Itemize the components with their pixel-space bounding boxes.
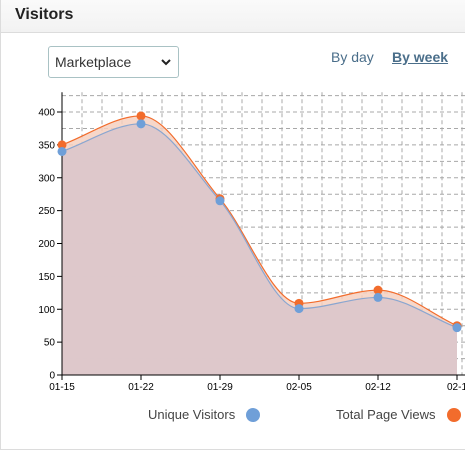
area-unique-visitors bbox=[62, 123, 457, 376]
x-tick-label: 01-29 bbox=[207, 382, 233, 393]
point-unique-visitors bbox=[294, 304, 304, 314]
legend-dot-unique bbox=[246, 408, 260, 422]
point-unique-visitors bbox=[215, 196, 225, 206]
x-tick-label: 01-22 bbox=[128, 382, 154, 393]
y-tick-label: 150 bbox=[38, 272, 55, 283]
marketplace-select[interactable]: Marketplace bbox=[48, 46, 179, 78]
y-tick-label: 350 bbox=[38, 140, 55, 151]
point-total-page-views bbox=[57, 140, 67, 150]
y-tick-label: 100 bbox=[38, 305, 55, 316]
point-unique-visitors bbox=[136, 119, 146, 129]
y-tick-label: 400 bbox=[38, 108, 55, 119]
point-unique-visitors bbox=[57, 146, 67, 156]
y-tick-label: 0 bbox=[49, 371, 55, 382]
panel-header: Visitors bbox=[1, 0, 465, 33]
y-tick-label: 300 bbox=[38, 173, 55, 184]
y-tick-label: 50 bbox=[44, 338, 56, 349]
select-value: Marketplace bbox=[55, 54, 132, 70]
legend-dot-total bbox=[447, 408, 461, 422]
legend-label-total: Total Page Views bbox=[336, 407, 436, 422]
point-total-page-views bbox=[136, 111, 146, 121]
by-week-link[interactable]: By week bbox=[392, 49, 449, 65]
y-tick-label: 250 bbox=[38, 206, 55, 217]
x-tick-label: 02-05 bbox=[286, 382, 312, 393]
x-tick-label: 02-1 bbox=[447, 382, 465, 393]
panel-title: Visitors bbox=[15, 6, 74, 23]
by-day-link[interactable]: By day bbox=[331, 49, 374, 65]
y-tick-label: 200 bbox=[38, 239, 55, 250]
point-unique-visitors bbox=[452, 323, 462, 333]
x-tick-label: 01-15 bbox=[49, 382, 75, 393]
legend-label-unique: Unique Visitors bbox=[148, 407, 236, 422]
x-tick-label: 02-12 bbox=[365, 382, 391, 393]
point-total-page-views bbox=[373, 285, 383, 295]
chevron-down-icon bbox=[161, 59, 171, 66]
point-unique-visitors bbox=[373, 292, 383, 302]
visitors-chart: 0 50 100 150 200 250 300 350 400 01-15 01-22 01-29 0… bbox=[38, 92, 465, 393]
